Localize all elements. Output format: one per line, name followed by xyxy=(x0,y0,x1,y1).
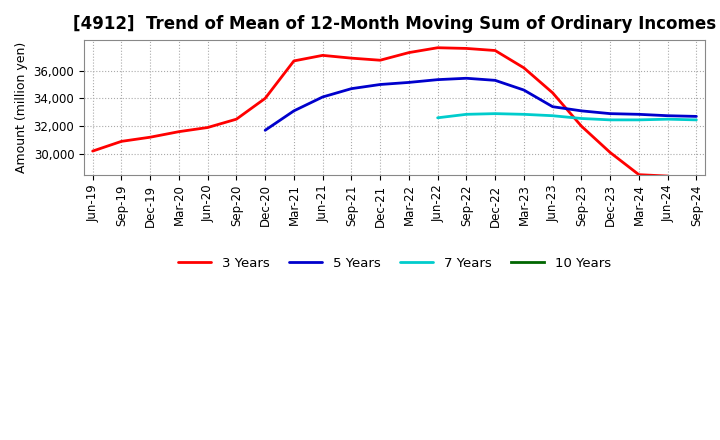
3 Years xyxy=(577,124,585,129)
5 Years xyxy=(634,112,643,117)
Line: 5 Years: 5 Years xyxy=(265,78,696,130)
3 Years xyxy=(491,48,500,53)
3 Years xyxy=(606,150,614,155)
5 Years xyxy=(462,76,471,81)
3 Years xyxy=(663,173,672,179)
5 Years xyxy=(376,82,384,87)
7 Years xyxy=(663,117,672,122)
7 Years xyxy=(606,117,614,122)
3 Years xyxy=(289,58,298,63)
7 Years xyxy=(577,116,585,121)
3 Years xyxy=(520,65,528,70)
3 Years xyxy=(549,90,557,95)
Line: 3 Years: 3 Years xyxy=(93,48,667,176)
3 Years xyxy=(232,117,240,122)
3 Years xyxy=(89,148,97,154)
7 Years xyxy=(549,113,557,118)
3 Years xyxy=(146,135,155,140)
3 Years xyxy=(634,172,643,177)
3 Years xyxy=(433,45,442,51)
3 Years xyxy=(347,55,356,61)
3 Years xyxy=(261,96,269,101)
3 Years xyxy=(462,46,471,51)
3 Years xyxy=(376,58,384,63)
5 Years xyxy=(433,77,442,82)
5 Years xyxy=(289,108,298,114)
3 Years xyxy=(318,53,327,58)
7 Years xyxy=(491,111,500,116)
5 Years xyxy=(261,128,269,133)
7 Years xyxy=(520,112,528,117)
5 Years xyxy=(577,108,585,114)
5 Years xyxy=(520,88,528,93)
Title: [4912]  Trend of Mean of 12-Month Moving Sum of Ordinary Incomes: [4912] Trend of Mean of 12-Month Moving … xyxy=(73,15,716,33)
Line: 7 Years: 7 Years xyxy=(438,114,696,120)
Legend: 3 Years, 5 Years, 7 Years, 10 Years: 3 Years, 5 Years, 7 Years, 10 Years xyxy=(173,251,616,275)
7 Years xyxy=(462,112,471,117)
5 Years xyxy=(491,78,500,83)
5 Years xyxy=(549,104,557,109)
5 Years xyxy=(318,94,327,99)
3 Years xyxy=(117,139,126,144)
5 Years xyxy=(692,114,701,119)
7 Years xyxy=(692,117,701,122)
3 Years xyxy=(174,129,183,134)
7 Years xyxy=(433,115,442,121)
5 Years xyxy=(405,80,413,85)
3 Years xyxy=(405,50,413,55)
5 Years xyxy=(663,113,672,118)
7 Years xyxy=(634,117,643,122)
5 Years xyxy=(347,86,356,92)
3 Years xyxy=(203,125,212,130)
5 Years xyxy=(606,111,614,116)
Y-axis label: Amount (million yen): Amount (million yen) xyxy=(15,42,28,173)
